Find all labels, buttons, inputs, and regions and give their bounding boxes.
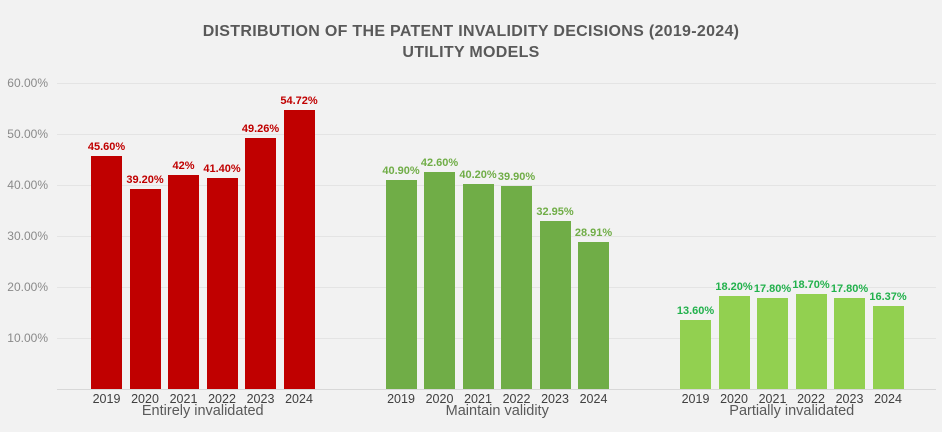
y-tick-label: 20.00% bbox=[7, 280, 48, 294]
y-tick-label: 10.00% bbox=[7, 331, 48, 345]
bar-group: 45.60% 2019 39.20% 2020 42% 2021 41.40% 2022 49.… bbox=[87, 83, 318, 419]
gridline bbox=[57, 236, 936, 237]
bar bbox=[834, 298, 865, 389]
bar-slot: 32.95% 2023 bbox=[536, 83, 573, 406]
bar-slot: 54.72% 2024 bbox=[280, 83, 317, 406]
chart-title: DISTRIBUTION OF THE PATENT INVALIDITY DE… bbox=[0, 21, 942, 63]
bar-year-label: 2020 bbox=[131, 392, 159, 406]
bar bbox=[283, 109, 315, 389]
bar bbox=[462, 183, 494, 389]
bar-year-label: 2023 bbox=[541, 392, 569, 406]
y-tick-label: 60.00% bbox=[7, 76, 48, 90]
bar-year-label: 2023 bbox=[246, 392, 275, 406]
bar-slot: 42.60% 2020 bbox=[420, 83, 459, 406]
bar-slot: 42% 2021 bbox=[168, 83, 199, 406]
bar-value-label: 45.60% bbox=[87, 141, 126, 154]
chart-title-line1: DISTRIBUTION OF THE PATENT INVALIDITY DE… bbox=[202, 23, 740, 40]
bar-value-label: 16.37% bbox=[869, 290, 907, 303]
bar-year-label: 2023 bbox=[835, 392, 864, 406]
bar-year-label: 2022 bbox=[797, 392, 825, 406]
bar-slot: 40.20% 2021 bbox=[459, 83, 496, 406]
bar-value-label: 17.80% bbox=[753, 283, 792, 296]
bar-value-label: 40.90% bbox=[382, 165, 420, 178]
bar-slot: 17.80% 2021 bbox=[753, 83, 792, 406]
x-axis-line bbox=[57, 389, 936, 390]
bar bbox=[245, 137, 276, 389]
bar-year-label: 2024 bbox=[285, 392, 313, 406]
bar bbox=[578, 241, 609, 389]
bar-year-label: 2020 bbox=[720, 392, 748, 406]
gridline bbox=[57, 338, 936, 339]
bar-year-label: 2024 bbox=[874, 392, 902, 406]
bar-year-label: 2019 bbox=[681, 392, 710, 406]
gridline bbox=[57, 185, 936, 186]
bar-slot: 18.20% 2020 bbox=[715, 83, 752, 406]
bar-slot: 41.40% 2022 bbox=[203, 83, 240, 406]
bar-year-label: 2019 bbox=[387, 392, 415, 406]
bar-group: 40.90% 2019 42.60% 2020 40.20% 2021 39.90% 2022… bbox=[382, 83, 613, 419]
bar-slot: 49.26% 2023 bbox=[241, 83, 280, 406]
gridline bbox=[57, 287, 936, 288]
bar-group: 13.60% 2019 18.20% 2020 17.80% 2021 18.70% 2022… bbox=[676, 83, 907, 419]
bar-value-label: 28.91% bbox=[574, 226, 613, 239]
bar bbox=[757, 298, 788, 389]
bar-year-label: 2021 bbox=[464, 392, 492, 406]
bar bbox=[795, 293, 827, 389]
bar-slot: 18.70% 2022 bbox=[792, 83, 829, 406]
bar-slot: 39.90% 2022 bbox=[497, 83, 536, 406]
bar-value-label: 40.20% bbox=[459, 168, 497, 181]
bar bbox=[872, 305, 904, 389]
bar-value-label: 49.26% bbox=[241, 122, 280, 135]
bar-slot: 45.60% 2019 bbox=[87, 83, 126, 406]
bar bbox=[385, 180, 417, 389]
group-label: Entirely invalidated bbox=[141, 403, 264, 419]
gridline bbox=[57, 134, 936, 135]
bar-value-label: 18.20% bbox=[715, 281, 753, 294]
bar bbox=[129, 189, 161, 389]
bar-year-label: 2021 bbox=[169, 392, 198, 406]
gridline bbox=[57, 83, 936, 84]
bar-value-label: 13.60% bbox=[676, 304, 715, 317]
plot-area: 45.60% 2019 39.20% 2020 42% 2021 41.40% 2022 49.… bbox=[57, 83, 936, 419]
bar-value-label: 41.40% bbox=[203, 162, 241, 175]
bar-slot: 39.20% 2020 bbox=[126, 83, 163, 406]
bar-value-label: 18.70% bbox=[792, 278, 830, 291]
bar-value-label: 54.72% bbox=[280, 94, 318, 107]
bar-slot: 17.80% 2023 bbox=[830, 83, 869, 406]
bar-slot: 28.91% 2024 bbox=[574, 83, 613, 406]
bar bbox=[680, 319, 711, 389]
bar-value-label: 39.90% bbox=[497, 170, 536, 183]
bars-row: 45.60% 2019 39.20% 2020 42% 2021 41.40% 2022 49.… bbox=[87, 83, 907, 419]
bar-value-label: 42% bbox=[172, 159, 195, 172]
bar bbox=[718, 296, 750, 389]
bar bbox=[539, 220, 571, 389]
bar-value-label: 17.80% bbox=[830, 283, 869, 296]
bar-slot: 13.60% 2019 bbox=[676, 83, 715, 406]
y-axis: 10.00% 20.00% 30.00% 40.00% 50.00% 60.00% bbox=[0, 76, 50, 389]
group-label: Maintain validity bbox=[445, 403, 549, 419]
bar bbox=[168, 174, 199, 389]
chart-title-line2: UTILITY MODELS bbox=[402, 44, 540, 61]
bar-value-label: 42.60% bbox=[420, 156, 459, 169]
y-tick-label: 30.00% bbox=[7, 229, 48, 243]
bar-value-label: 32.95% bbox=[536, 205, 574, 218]
bar-year-label: 2021 bbox=[758, 392, 787, 406]
y-tick-label: 50.00% bbox=[7, 127, 48, 141]
bar-slot: 40.90% 2019 bbox=[382, 83, 419, 406]
bar-year-label: 2022 bbox=[208, 392, 236, 406]
bar-year-label: 2020 bbox=[425, 392, 454, 406]
bar bbox=[424, 171, 455, 389]
bar-slot: 16.37% 2024 bbox=[869, 83, 906, 406]
bar-year-label: 2022 bbox=[502, 392, 531, 406]
bar-value-label: 39.20% bbox=[126, 174, 164, 187]
bar-year-label: 2019 bbox=[92, 392, 121, 406]
bar-year-label: 2024 bbox=[579, 392, 608, 406]
group-label: Partially invalidated bbox=[729, 403, 855, 419]
bar bbox=[501, 185, 532, 389]
bar bbox=[206, 177, 238, 389]
bar bbox=[91, 156, 122, 389]
y-tick-label: 40.00% bbox=[7, 178, 48, 192]
